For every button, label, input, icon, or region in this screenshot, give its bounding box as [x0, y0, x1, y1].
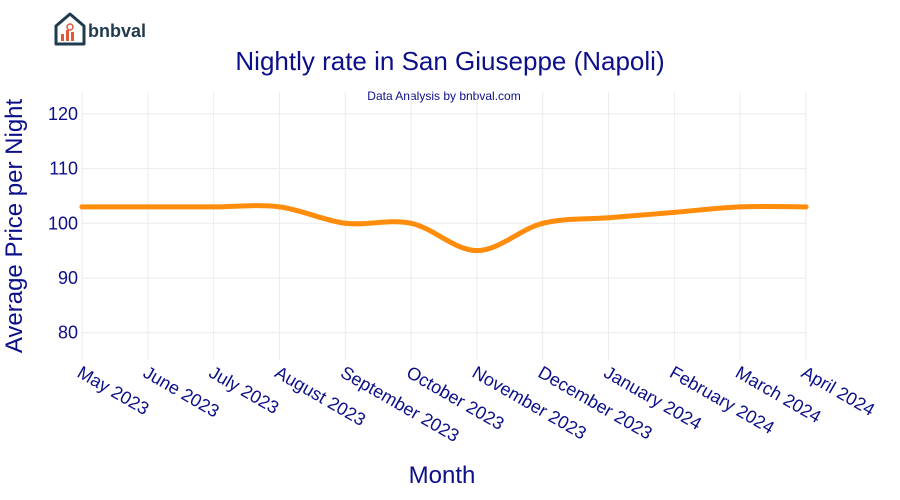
y-tick-label: 110	[49, 159, 78, 179]
chart-subtitle: Data Analysis by bnbval.com	[367, 89, 520, 103]
x-tick-label: December 2023	[535, 362, 656, 443]
series-line	[79, 203, 809, 254]
data-point	[540, 220, 546, 226]
brand-name: bnbval	[88, 21, 146, 41]
y-axis-ticks: 80 90 100 110 120	[48, 104, 78, 343]
house-logo-icon	[54, 12, 86, 46]
data-point	[408, 220, 414, 226]
bnbval-logo: bnbval	[54, 12, 146, 46]
data-point	[342, 220, 348, 226]
y-tick-label: 120	[48, 104, 78, 124]
y-tick-label: 90	[58, 268, 78, 288]
data-point	[671, 209, 677, 215]
data-point	[737, 204, 743, 210]
data-point	[606, 215, 612, 221]
x-tick-label: September 2023	[337, 362, 462, 446]
data-point	[79, 204, 85, 210]
x-tick-label: May 2023	[74, 362, 152, 419]
data-point	[211, 204, 217, 210]
y-tick-label: 100	[48, 213, 78, 233]
grid	[81, 92, 807, 360]
data-point	[145, 204, 151, 210]
x-axis-title: Month	[409, 462, 476, 489]
chart-title: Nightly rate in San Giuseppe (Napoli)	[235, 46, 664, 76]
data-point	[276, 204, 282, 210]
data-point	[474, 248, 480, 254]
x-tick-label: November 2023	[469, 362, 590, 443]
data-point	[803, 204, 809, 210]
y-tick-label: 80	[58, 323, 78, 343]
series	[79, 203, 809, 254]
y-axis-title: Average Price per Night	[1, 98, 28, 353]
